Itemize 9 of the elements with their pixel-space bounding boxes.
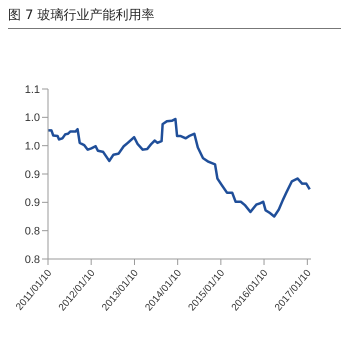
y-tick-label: 1.1 bbox=[24, 84, 40, 96]
y-tick-label: 0.8 bbox=[24, 254, 40, 266]
y-tick-label: 1.0 bbox=[24, 112, 40, 124]
chart-title: 图 7 玻璃行业产能利用率 bbox=[8, 6, 341, 29]
y-tick-label: 1.0 bbox=[24, 140, 40, 153]
y-tick-label: 0.9 bbox=[24, 168, 40, 181]
y-tick-label: 0.9 bbox=[24, 197, 40, 210]
line-series bbox=[48, 118, 311, 218]
y-tick-label: 0.8 bbox=[24, 226, 40, 238]
